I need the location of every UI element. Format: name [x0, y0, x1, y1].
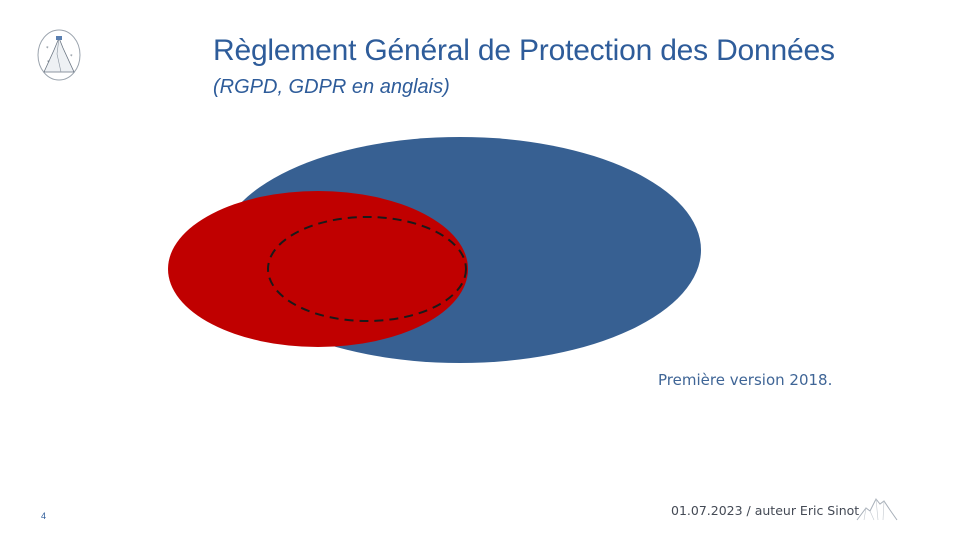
slide-subtitle: (RGPD, GDPR en anglais): [213, 76, 450, 98]
page-number: 4: [41, 511, 47, 521]
slide-title: Règlement Général de Protection des Donn…: [213, 34, 835, 67]
footer-text: 01.07.2023 / auteur Eric Sinot: [671, 503, 860, 518]
dashed-overlap-outline: [267, 216, 467, 322]
mountain-crest-logo-icon: * * *: [37, 29, 81, 81]
version-caption: Première version 2018.: [658, 371, 833, 389]
svg-text:*: *: [46, 46, 49, 52]
svg-text:*: *: [70, 54, 73, 60]
small-red-ellipse: [168, 191, 468, 347]
svg-text:*: *: [47, 60, 50, 66]
mountain-sketch-icon: [856, 498, 898, 521]
